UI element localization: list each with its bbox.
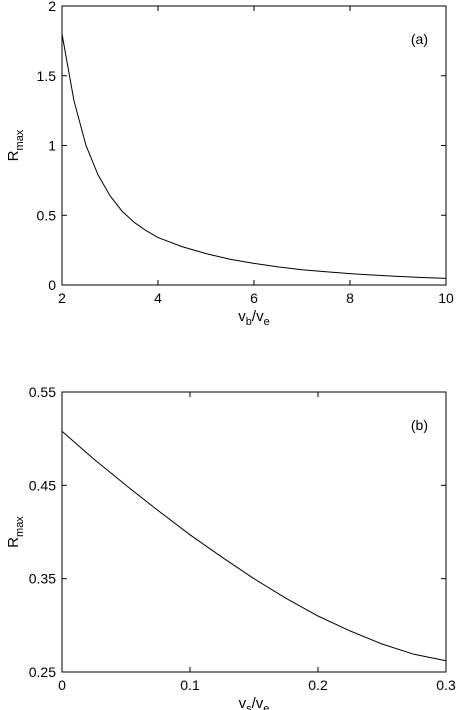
y-tick-label: 1 (48, 138, 56, 154)
series-line (61, 33, 447, 279)
y-tick-label: 0.55 (29, 384, 56, 400)
x-axis-label-part: /v (252, 695, 264, 710)
plot-frame (61, 391, 447, 673)
y-tick-label: 1.5 (37, 68, 57, 84)
y-tick-label: 0.45 (29, 477, 56, 493)
x-axis-label: vs/ve (239, 695, 270, 710)
x-tick-label: 6 (250, 290, 258, 306)
x-axis-label: vb/ve (238, 308, 269, 328)
panel-label: (a) (411, 31, 428, 47)
x-axis-label-part: /v (252, 308, 264, 325)
chart-panel-a: 2 4 6 8 10 0 0.5 1 1.5 2 (a) vb/ve Rmax (5, 0, 454, 328)
x-tick-label: 0.1 (180, 677, 200, 693)
series-line (61, 430, 447, 662)
y-axis-label-main: R (5, 150, 22, 161)
x-axis-label-part: s (246, 703, 252, 710)
x-tick-label: 0.3 (436, 677, 456, 693)
x-tick-label: 0 (58, 677, 66, 693)
plot-frame (61, 5, 447, 286)
y-axis-label-sub: max (14, 129, 26, 150)
y-axis-label: Rmax (5, 129, 26, 161)
y-axis-label: Rmax (5, 516, 26, 548)
y-axis-label-main: R (5, 537, 22, 548)
y-tick-label: 2 (48, 0, 56, 14)
y-tick-label: 0.5 (37, 207, 57, 223)
x-tick-label: 2 (58, 290, 66, 306)
x-axis-label-part: v (238, 308, 246, 325)
y-tick-label: 0 (48, 277, 56, 293)
x-axis-label-part: b (246, 316, 252, 328)
x-tick-label: 4 (154, 290, 162, 306)
y-axis-label-sub: max (14, 516, 26, 537)
panel-label: (b) (411, 417, 428, 433)
x-tick-label: 10 (438, 290, 454, 306)
y-tick-label: 0.25 (29, 664, 56, 680)
chart-panel-b: 0 0.1 0.2 0.3 0.25 0.35 0.45 0.55 (b) vs/ve Rmax (5, 384, 456, 710)
x-axis-label-part: v (239, 695, 247, 710)
y-tick-label: 0.35 (29, 571, 56, 587)
x-tick-label: 8 (346, 290, 354, 306)
x-tick-label: 0.2 (308, 677, 328, 693)
x-axis-label-part: e (264, 316, 270, 328)
x-axis-label-part: e (263, 703, 269, 710)
